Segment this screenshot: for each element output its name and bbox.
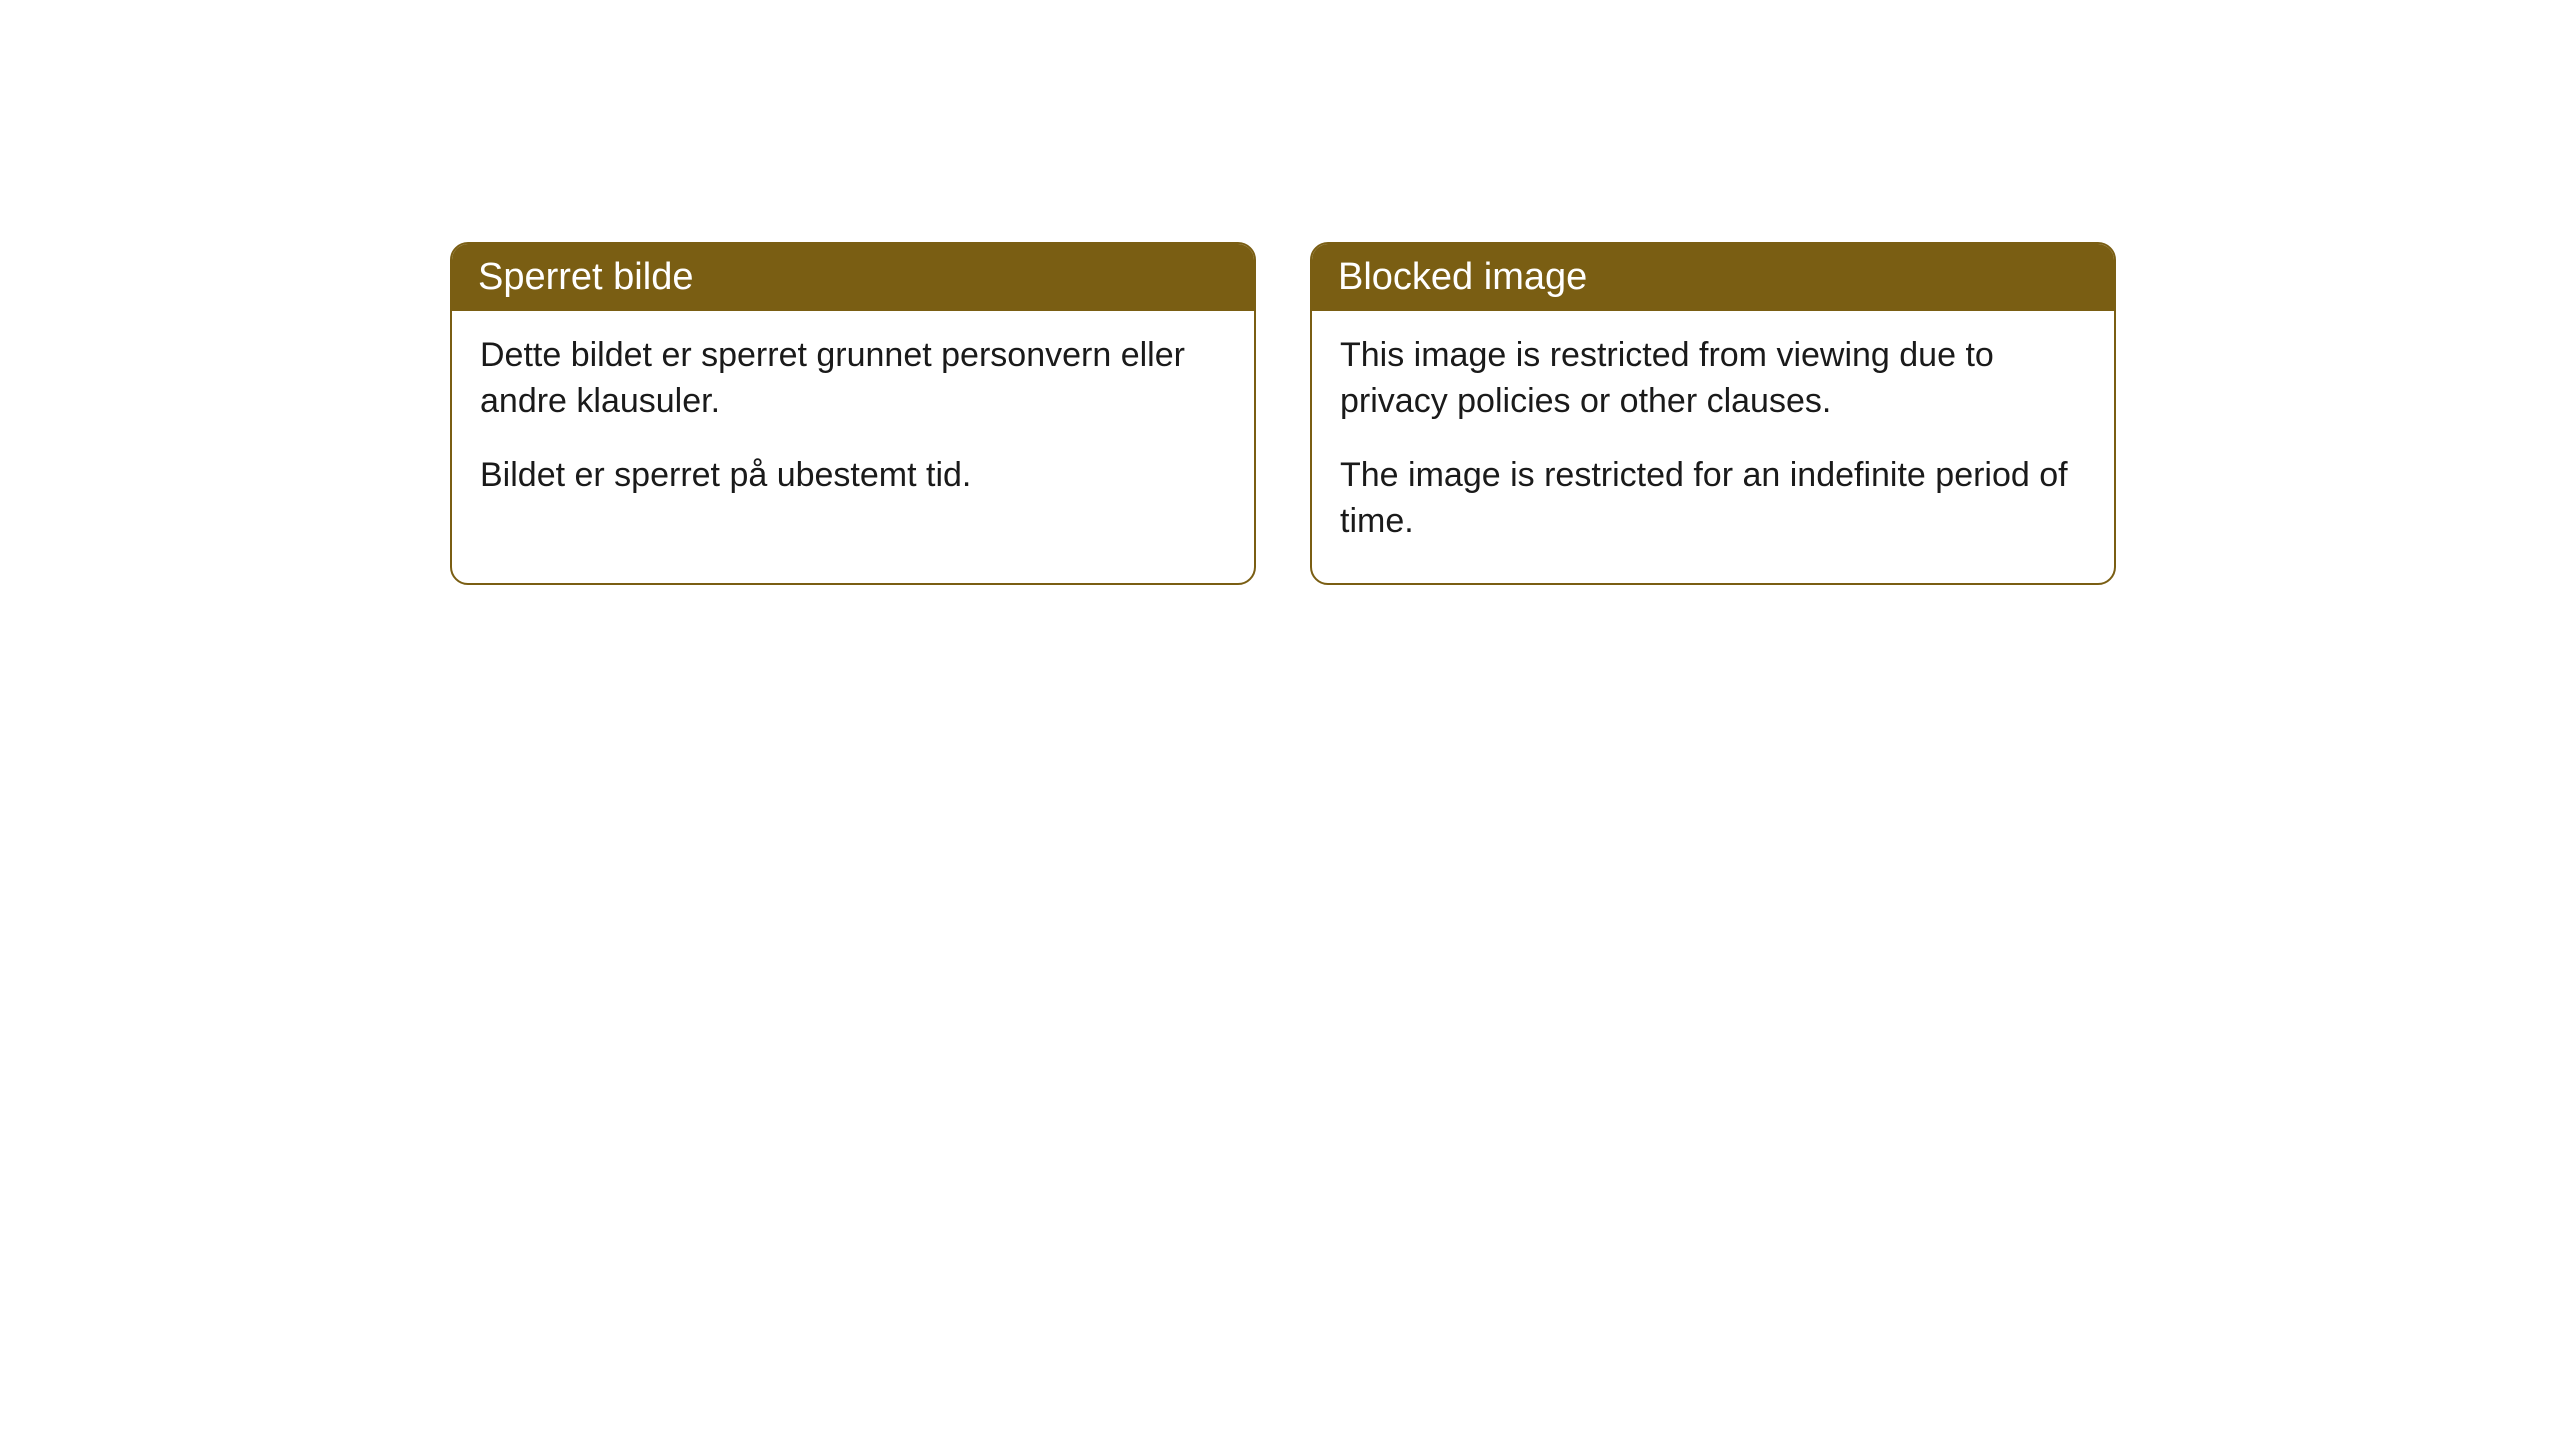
blocked-image-card-en: Blocked image This image is restricted f…	[1310, 242, 2116, 585]
card-header-no: Sperret bilde	[452, 244, 1254, 311]
card-body-en: This image is restricted from viewing du…	[1312, 311, 2114, 583]
card-body-no: Dette bildet er sperret grunnet personve…	[452, 311, 1254, 537]
notice-cards-container: Sperret bilde Dette bildet er sperret gr…	[450, 242, 2116, 585]
blocked-image-card-no: Sperret bilde Dette bildet er sperret gr…	[450, 242, 1256, 585]
card-text-no-1: Dette bildet er sperret grunnet personve…	[480, 333, 1226, 425]
card-title-en: Blocked image	[1338, 256, 1587, 298]
card-text-en-1: This image is restricted from viewing du…	[1340, 333, 2086, 425]
card-text-no-2: Bildet er sperret på ubestemt tid.	[480, 453, 1226, 499]
card-text-en-2: The image is restricted for an indefinit…	[1340, 453, 2086, 545]
card-header-en: Blocked image	[1312, 244, 2114, 311]
card-title-no: Sperret bilde	[478, 256, 693, 298]
